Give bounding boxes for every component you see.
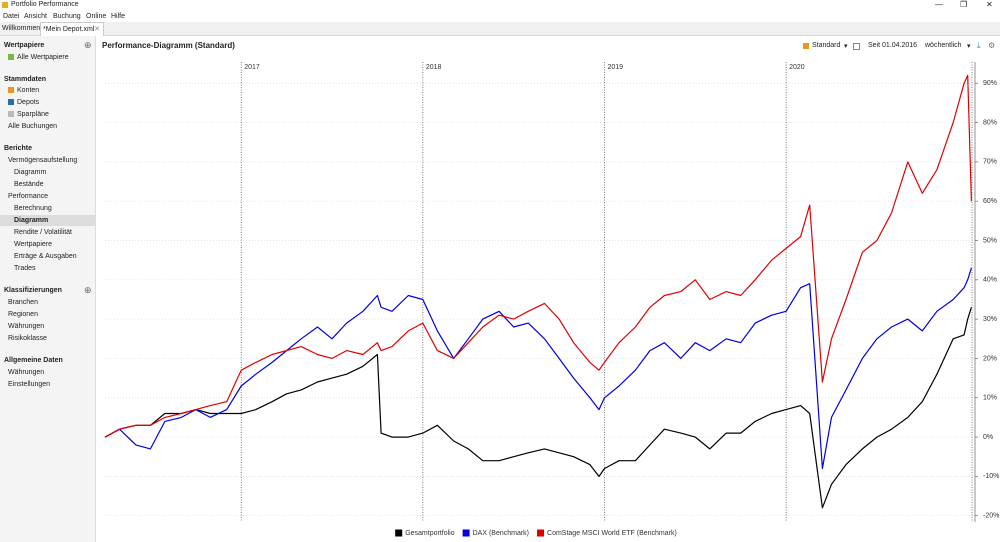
x-tick-label: 2020 [789, 64, 805, 71]
nav-item[interactable]: Branchen [8, 299, 38, 306]
legend-swatch [537, 529, 545, 537]
dropdown-arrow[interactable]: ▾ [967, 43, 971, 50]
nav-item[interactable]: Vermögensaufstellung [8, 157, 78, 164]
nav-item[interactable]: Währungen [8, 369, 45, 376]
section-title: Stammdaten [4, 76, 47, 83]
menu-item[interactable]: Buchung [53, 13, 81, 20]
tab-close[interactable]: ✕ [94, 26, 100, 33]
legend: Gesamtportfolio DAX (Benchmark) ComStage M… [395, 529, 677, 537]
add-button[interactable]: ⊕ [84, 40, 92, 50]
menu-item[interactable]: Datei [3, 13, 20, 20]
y-tick-label: 70% [983, 159, 997, 166]
nav-item[interactable]: Risikoklasse [8, 335, 47, 342]
nav-label: Depots [17, 99, 40, 106]
calendar-icon [853, 43, 860, 50]
add-button[interactable]: ⊕ [84, 285, 92, 295]
interval-selector[interactable]: wöchentlich [925, 42, 962, 49]
nav-label: Konten [17, 87, 40, 94]
y-tick-label: -20% [983, 513, 999, 520]
nav-item[interactable]: Alle Buchungen [8, 123, 58, 130]
legend-swatch [462, 529, 470, 537]
export-button[interactable]: ⤓ [977, 41, 981, 50]
title-bar: Portfolio Performance — ❐ ✕ [0, 0, 1000, 11]
y-tick-label: 50% [983, 237, 997, 244]
nav-item[interactable]: Berechnung [14, 205, 52, 212]
nav-item[interactable]: Performance [8, 193, 49, 200]
section-title: Klassifizierungen [4, 287, 62, 294]
chart-toolbar: Standard ▾ Seit 01.04.2016 wöchentlich ▾… [800, 41, 1000, 52]
nav-item[interactable]: Konten [8, 87, 39, 94]
x-tick-label: 2018 [426, 64, 442, 71]
tab-label: *Mein Depot.xml [43, 26, 95, 33]
y-tick-label: 20% [983, 355, 997, 362]
tab[interactable]: Willkommen [2, 25, 41, 32]
performance-chart: -20% -10% 0% 10% 20% 30% 40% 50% 60% 70% 80% 90% 201… [104, 62, 999, 537]
x-tick-label: 2019 [607, 64, 623, 71]
series-line [104, 267, 972, 470]
view-selector[interactable]: Standard [812, 42, 841, 49]
navigation-sidebar: Wertpapiere ⊕ Alle Wertpapiere Stammdate… [0, 36, 96, 542]
y-tick-label: 0% [983, 434, 993, 441]
nav-item[interactable]: Währungen [8, 323, 45, 330]
selection-highlight [0, 215, 95, 226]
menu-item[interactable]: Online [86, 13, 107, 20]
y-tick-label: 60% [983, 198, 997, 205]
nav-item[interactable]: Rendite / Volatilität [14, 229, 72, 236]
plot-background [105, 62, 975, 522]
legend-label: DAX (Benchmark) [473, 530, 529, 537]
y-tick-label: 90% [983, 80, 997, 87]
chart-title: Performance-Diagramm (Standard) [102, 41, 235, 50]
nav-item[interactable]: Trades [14, 265, 36, 272]
nav-label: Sparpläne [17, 111, 49, 118]
series-line [104, 307, 972, 509]
section-title: Allgemeine Daten [4, 357, 63, 364]
y-tick-label: 40% [983, 277, 997, 284]
legend-label: Gesamtportfolio [405, 530, 455, 537]
maximize-button[interactable]: ❐ [960, 0, 968, 9]
nav-item[interactable]: Einstellungen [8, 381, 51, 388]
y-tick-label: 10% [983, 395, 997, 402]
tab-bar: Willkommen *Mein Depot.xml ✕ [0, 22, 1000, 36]
nav-item[interactable]: Erträge & Ausgaben [14, 253, 77, 260]
legend-swatch [395, 529, 403, 537]
view-icon [803, 43, 809, 49]
nav-item-selected[interactable]: Diagramm [14, 217, 49, 224]
menu-item[interactable]: Hilfe [111, 13, 126, 20]
minimize-button[interactable]: — [935, 0, 943, 9]
menu-bar: Datei Ansicht Buchung Online Hilfe [0, 11, 1000, 22]
nav-item[interactable]: Wertpapiere [14, 241, 53, 248]
active-tab[interactable]: *Mein Depot.xml ✕ [40, 22, 104, 36]
nav-item[interactable]: Regionen [8, 311, 38, 318]
dropdown-arrow[interactable]: ▾ [844, 43, 848, 50]
nav-item[interactable]: Depots [8, 99, 39, 106]
y-tick-label: 30% [983, 316, 997, 323]
close-button[interactable]: ✕ [986, 0, 993, 9]
y-tick-label: -10% [983, 473, 999, 480]
app-icon [2, 2, 8, 8]
section-title: Berichte [4, 145, 33, 152]
legend-label: ComStage MSCI World ETF (Benchmark) [547, 530, 677, 537]
x-tick-label: 2017 [244, 64, 260, 71]
nav-item[interactable]: Sparpläne [8, 111, 49, 118]
series-line [104, 74, 972, 438]
y-tick-label: 80% [983, 119, 997, 126]
nav-item[interactable]: Diagramm [14, 169, 47, 176]
settings-button[interactable]: ⚙ [988, 41, 996, 50]
window-title: Portfolio Performance [11, 1, 79, 8]
nav-label: Alle Wertpapiere [17, 54, 69, 61]
nav-item[interactable]: Alle Wertpapiere [8, 54, 69, 61]
nav-item[interactable]: Bestände [14, 181, 44, 188]
section-title: Wertpapiere [4, 42, 45, 49]
menu-item[interactable]: Ansicht [24, 13, 47, 20]
period-selector[interactable]: Seit 01.04.2016 [868, 42, 918, 49]
